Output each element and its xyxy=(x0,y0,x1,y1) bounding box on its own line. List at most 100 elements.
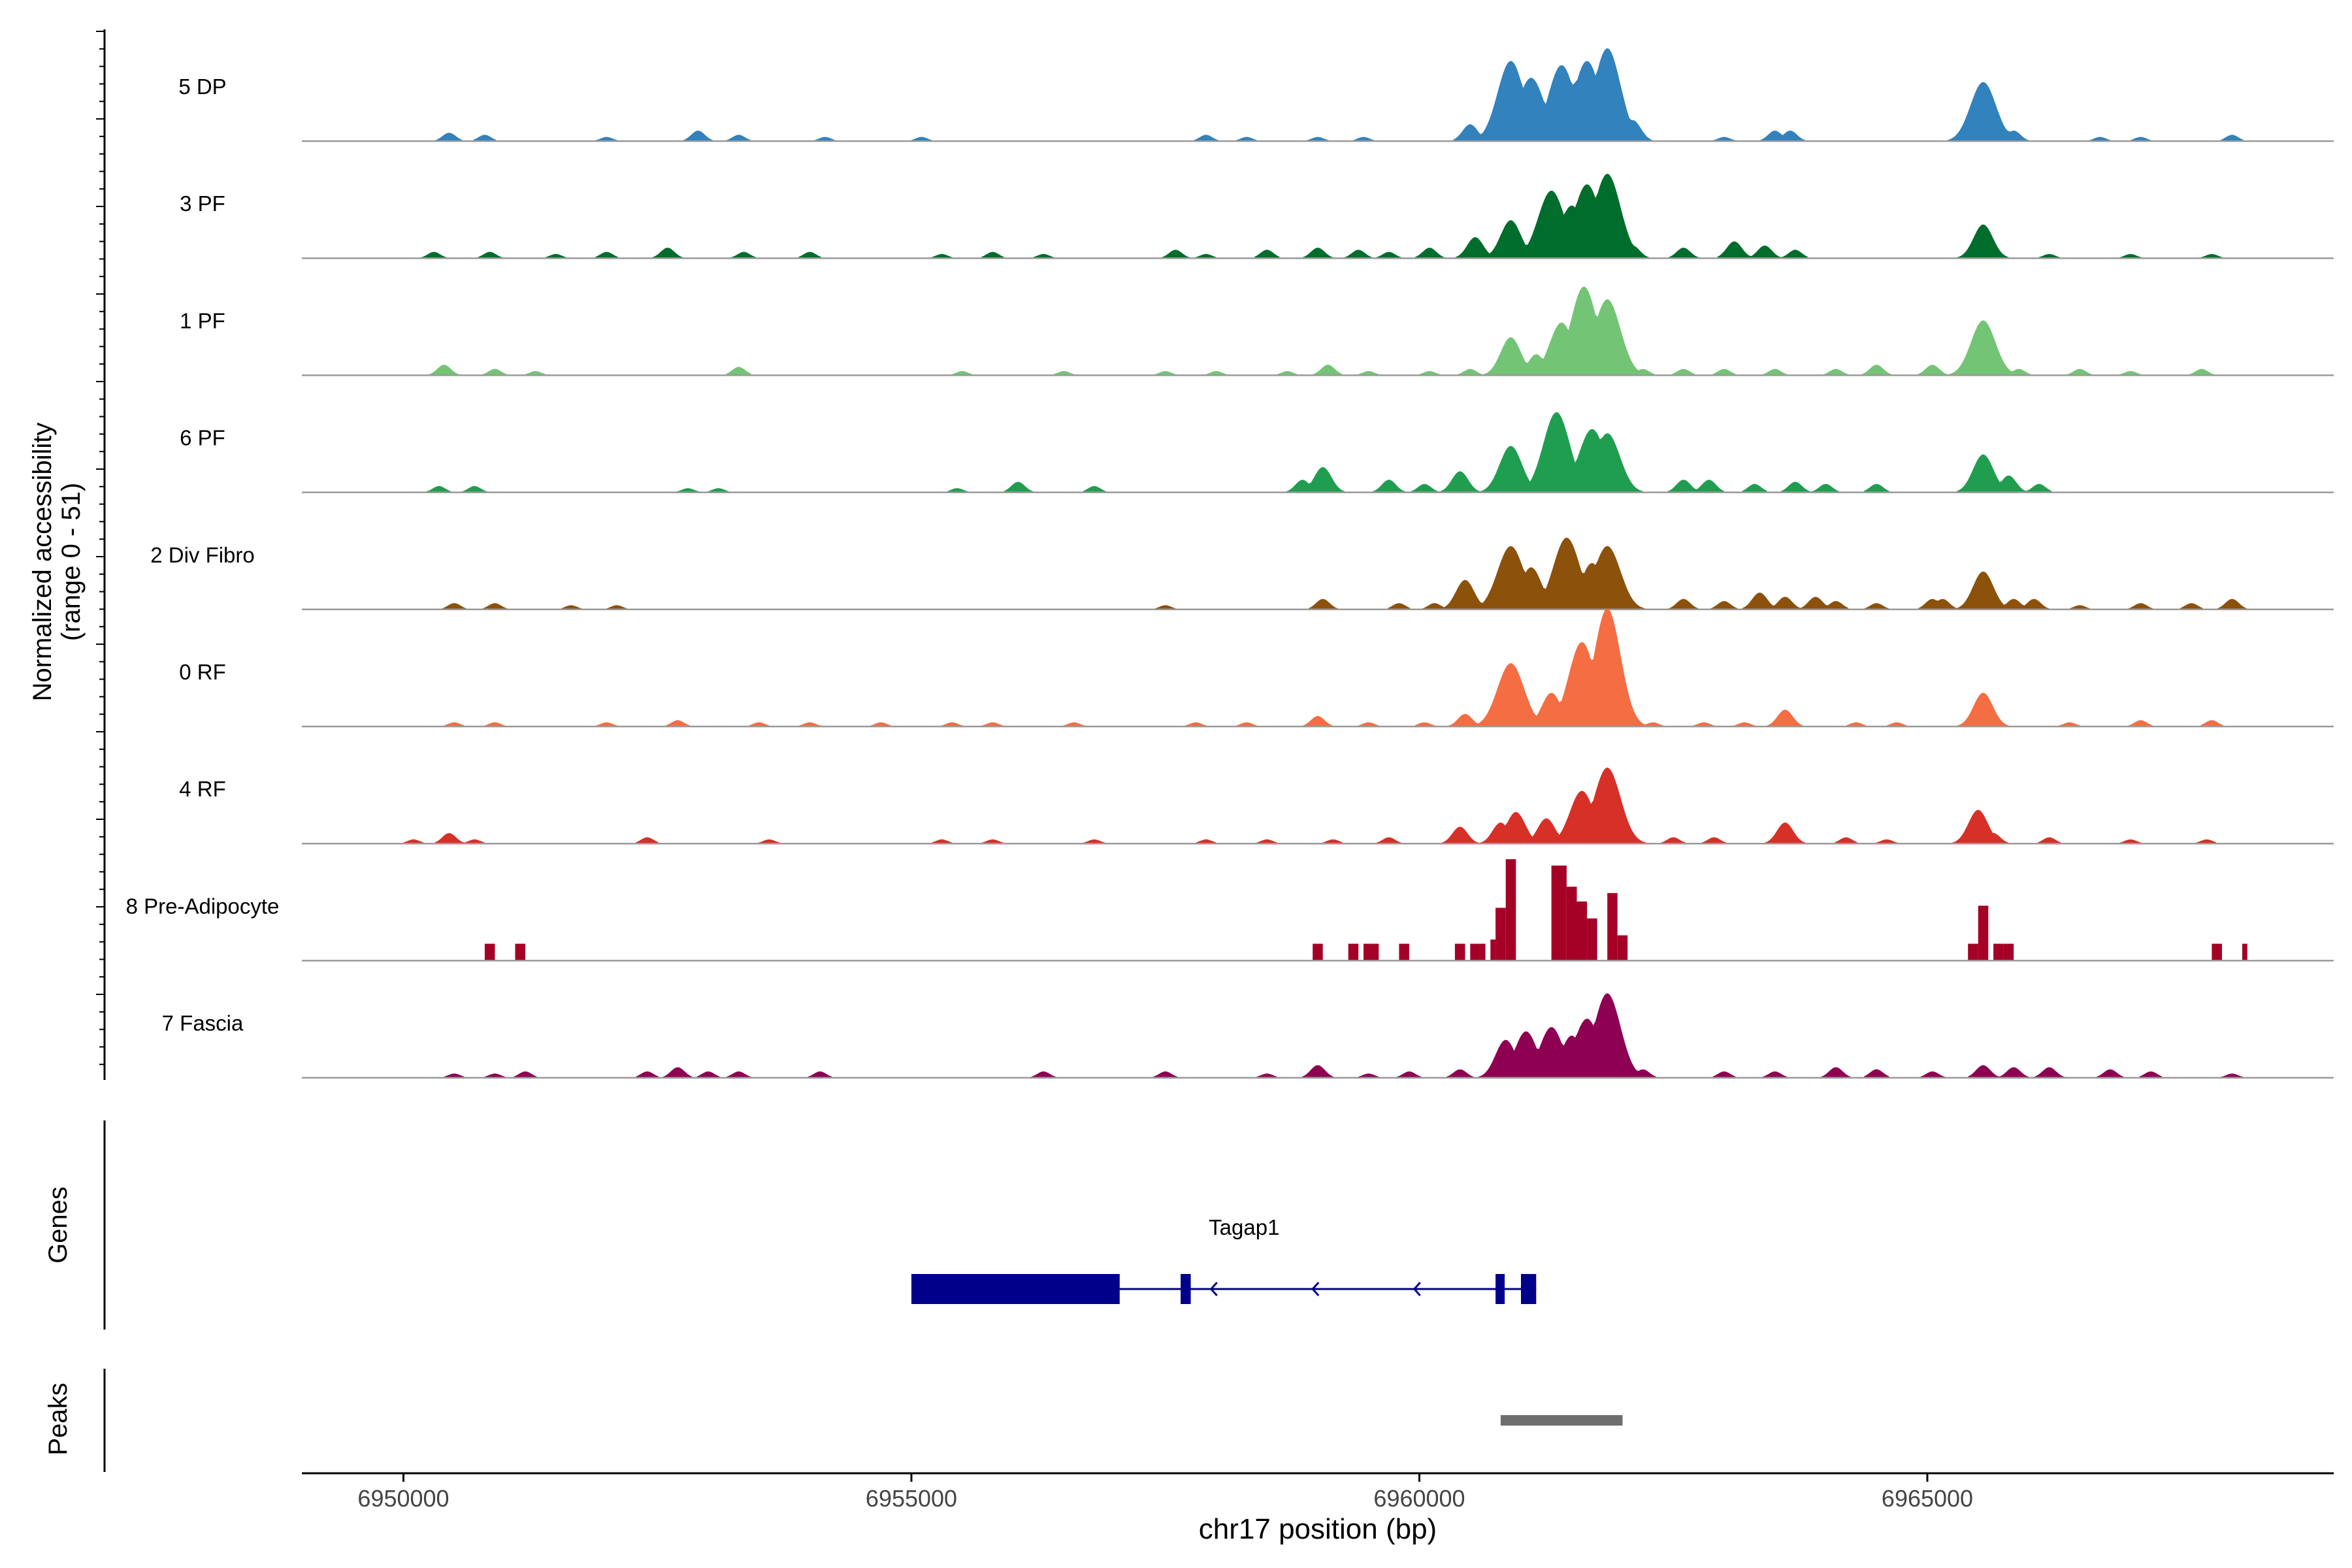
coverage-block xyxy=(1399,943,1409,961)
coverage-area xyxy=(1354,137,1375,141)
track-2: 1 PF xyxy=(180,286,2334,376)
track-label: 0 RF xyxy=(179,660,226,684)
x-axis-ticks: 6950000 6955000 6960000 6965000 xyxy=(357,1473,1973,1512)
track-3: 6 PF xyxy=(180,412,2334,493)
coverage-area xyxy=(1453,48,1652,141)
coverage-area xyxy=(2180,603,2203,610)
track-6: 4 RF xyxy=(179,767,2334,845)
track-label: 3 PF xyxy=(180,191,225,216)
coverage-area xyxy=(1196,253,1217,259)
coverage-area xyxy=(2216,598,2248,610)
coverage-area xyxy=(1155,605,1176,610)
x-tick-label: 6965000 xyxy=(1882,1485,1973,1512)
coverage-area xyxy=(1762,368,1788,376)
coverage-area xyxy=(434,133,463,141)
coverage-area xyxy=(1309,598,1339,610)
coverage-area xyxy=(1835,837,1857,844)
coverage-area xyxy=(462,486,487,493)
coverage-area xyxy=(2033,1067,2065,1078)
track-8: 7 Fascia xyxy=(162,993,2334,1079)
coverage-area xyxy=(484,1073,505,1078)
coverage-area xyxy=(1956,224,2009,259)
coverage-tracks: 5 DP 3 PF 1 PF 6 PF 2 Div Fibro 0 RF 4 RF 8 Pre… xyxy=(126,48,2334,1079)
coverage-block xyxy=(1505,859,1516,961)
coverage-area xyxy=(1388,603,1411,610)
coverage-area xyxy=(981,722,1004,727)
coverage-area xyxy=(1376,837,1401,844)
coverage-area xyxy=(1062,722,1086,727)
coverage-area xyxy=(1948,82,2029,141)
coverage-area xyxy=(1301,248,1334,259)
coverage-area xyxy=(1083,485,1106,493)
coverage-block xyxy=(2003,943,2014,961)
coverage-area xyxy=(2119,370,2142,376)
coverage-block xyxy=(1348,943,1359,961)
coverage-area xyxy=(1864,483,1889,493)
coverage-area xyxy=(442,603,467,610)
track-5: 0 RF xyxy=(179,608,2334,728)
coverage-area xyxy=(1371,480,1406,493)
coverage-area xyxy=(683,131,713,141)
coverage-block xyxy=(1993,943,2004,961)
coverage-area xyxy=(798,722,821,727)
peak-region xyxy=(1500,1415,1623,1426)
coverage-area xyxy=(1155,371,1176,376)
coverage-block xyxy=(2212,943,2222,961)
track-1: 3 PF xyxy=(180,173,2334,259)
track-0: 5 DP xyxy=(178,48,2334,142)
coverage-block xyxy=(484,943,495,961)
coverage-area xyxy=(1918,320,2031,376)
coverage-area xyxy=(947,488,968,493)
gene-label: Tagap1 xyxy=(1209,1215,1279,1239)
coverage-area xyxy=(1205,370,1228,376)
coverage-area xyxy=(1956,454,2052,493)
coverage-area xyxy=(1875,839,1899,844)
coverage-area xyxy=(1358,371,1379,376)
coverage-area xyxy=(2119,839,2142,844)
coverage-area xyxy=(2089,137,2110,141)
coverage-area xyxy=(1376,252,1401,259)
coverage-area xyxy=(1414,248,1445,259)
gene-Tagap1: Tagap1 xyxy=(911,1215,1537,1304)
coverage-area xyxy=(1952,809,2009,844)
coverage-area xyxy=(2131,137,2151,141)
x-axis-title: chr17 position (bp) xyxy=(1199,1513,1437,1545)
coverage-area xyxy=(1236,722,1257,727)
coverage-area xyxy=(1968,1065,2029,1078)
coverage-area xyxy=(1742,593,1849,610)
coverage-area xyxy=(2069,605,2090,610)
coverage-block xyxy=(1617,935,1628,961)
coverage-area xyxy=(1193,135,1218,141)
coverage-area xyxy=(2200,253,2223,259)
coverage-area xyxy=(1256,839,1277,844)
coverage-area xyxy=(798,252,821,259)
coverage-block xyxy=(1495,907,1506,961)
coverage-area xyxy=(726,135,751,141)
coverage-area xyxy=(1184,722,1207,727)
coverage-block xyxy=(1978,906,1989,961)
coverage-area xyxy=(814,137,835,141)
track-label: 5 DP xyxy=(178,74,226,99)
coverage-block xyxy=(1470,943,1486,961)
coverage-area xyxy=(1478,993,1657,1078)
coverage-y-axis-ticks xyxy=(96,31,105,1066)
y-axis-label-line1: Normalized accessibility xyxy=(28,423,57,702)
coverage-area xyxy=(482,603,508,610)
coverage-block xyxy=(1490,939,1496,961)
coverage-area xyxy=(484,722,505,727)
coverage-area xyxy=(2200,720,2223,727)
coverage-area xyxy=(1667,598,1699,610)
coverage-area xyxy=(1823,368,1849,376)
coverage-area xyxy=(870,722,891,727)
coverage-area xyxy=(1306,137,1330,141)
gene-track: Tagap1 xyxy=(911,1215,1537,1304)
coverage-area xyxy=(1419,371,1440,376)
coverage-area xyxy=(662,1067,693,1078)
coverage-area xyxy=(932,253,953,259)
coverage-area xyxy=(1821,1067,1851,1078)
coverage-area xyxy=(2128,603,2153,610)
gene-exon xyxy=(1495,1274,1505,1304)
coverage-area xyxy=(2067,368,2093,376)
coverage-area xyxy=(1083,839,1106,844)
